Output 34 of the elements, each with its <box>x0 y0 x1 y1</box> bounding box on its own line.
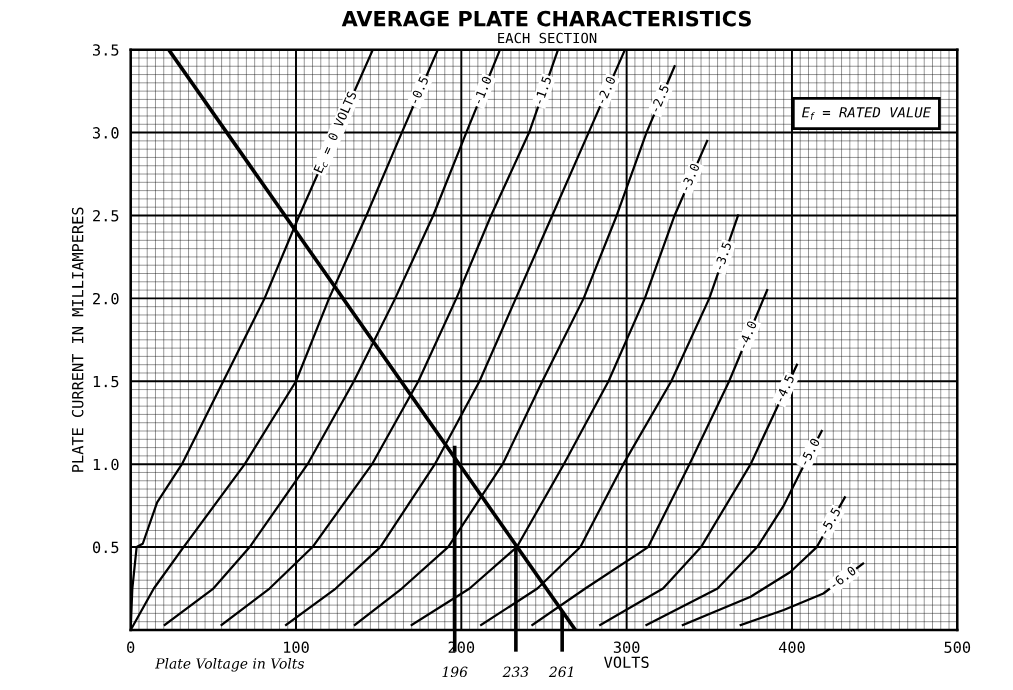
text: -1.5 <box>534 76 552 105</box>
x-tick-label: 300 <box>613 641 640 653</box>
y-tick-label: 3.5 <box>92 44 119 56</box>
x-axis-title: VOLTS <box>604 656 649 668</box>
x-tick-label: 100 <box>284 641 309 653</box>
text: -5.0 <box>799 437 821 467</box>
annotation: 261 <box>548 666 573 678</box>
text: -2.0 <box>596 75 616 105</box>
annotation: 233 <box>502 666 529 678</box>
text: -0.5 <box>409 75 429 105</box>
x-tick-label: 500 <box>944 641 971 653</box>
text: -2.5 <box>650 84 670 113</box>
text: -4.0 <box>737 320 758 349</box>
y-tick-label: 3.0 <box>92 127 119 139</box>
annotation: E$_{f}$ = RATED VALUE <box>802 107 931 120</box>
chart-title: AVERAGE PLATE CHARACTERISTICS <box>341 10 751 27</box>
y-tick-label: 2.5 <box>93 209 119 222</box>
y-tick-label: 0.5 <box>92 541 119 554</box>
text: -6.0 <box>829 565 857 590</box>
x-tick-label: 0 <box>127 641 135 653</box>
text: -4.5 <box>774 374 795 403</box>
text: Plate Voltage in Volts <box>155 657 305 672</box>
text: -5.5 <box>819 507 841 536</box>
y-tick-label: 2.0 <box>93 292 119 305</box>
text: -1.0 <box>472 75 492 105</box>
text: -3.5 <box>713 241 732 271</box>
text: -3.0 <box>680 162 700 192</box>
y-tick-label: 1.5 <box>93 375 119 388</box>
annotation: 196 <box>442 666 468 678</box>
text: E$_{c}$ = 0 VOLTS <box>313 90 359 175</box>
y-axis-title: PLATE CURRENT IN MILLIAMPERES <box>71 207 84 472</box>
x-tick-label: 400 <box>778 641 805 653</box>
chart-subtitle: EACH SECTION <box>498 32 597 44</box>
y-tick-label: 1.0 <box>93 458 119 471</box>
